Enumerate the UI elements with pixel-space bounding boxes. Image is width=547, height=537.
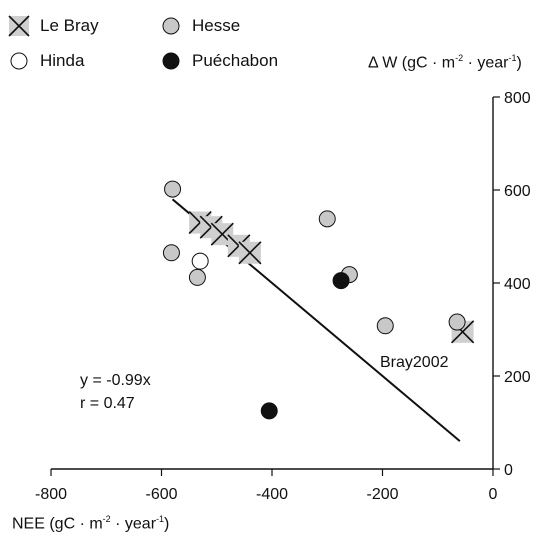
y-tick-label: 200: [504, 369, 531, 386]
point-hesse: [163, 245, 179, 261]
axes: -800 -600 -400 -200 00 200 400 600 800: [35, 90, 531, 503]
x-tick-label: -600: [145, 486, 177, 503]
point-hesse: [449, 314, 465, 330]
x-tick-label: -200: [366, 486, 398, 503]
point-pu-chabon: [333, 273, 349, 289]
x-tick-label: 0: [489, 486, 498, 503]
x-tick-label: -800: [35, 486, 67, 503]
point-hinda: [192, 253, 208, 269]
point-hesse: [377, 318, 393, 334]
y-tick-label: 0: [504, 462, 513, 479]
y-tick-label: 600: [504, 183, 531, 200]
x-tick-label: -400: [256, 486, 288, 503]
point-hesse: [189, 269, 205, 285]
point-pu-chabon: [261, 403, 277, 419]
y-tick-label: 400: [504, 276, 531, 293]
point-le-bray: [239, 242, 261, 264]
point-hesse: [165, 181, 181, 197]
data-points: [163, 181, 473, 419]
y-tick-label: 800: [504, 90, 531, 107]
point-hesse: [319, 211, 335, 227]
